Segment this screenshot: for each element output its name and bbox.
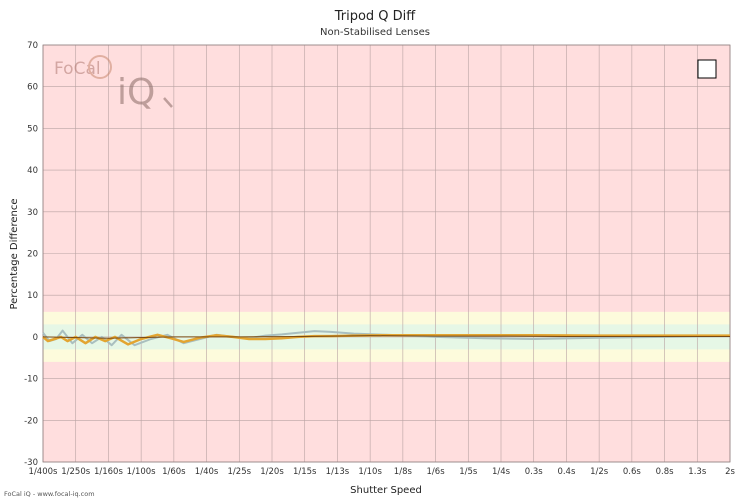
x-tick-label: 1.3s (688, 467, 707, 477)
x-tick-label: 1/250s (61, 467, 90, 477)
x-tick-label: 2s (725, 467, 735, 477)
y-tick-label: 40 (27, 166, 38, 176)
x-tick-label: 1/400s (29, 467, 58, 477)
plot-border (42, 44, 731, 463)
x-tick-label: 1/5s (459, 467, 478, 477)
series-lines (42, 329, 731, 347)
y-tick-label: 10 (27, 291, 38, 301)
x-tick-label: 1/40s (195, 467, 219, 477)
chart-subtitle: Non-Stabilised Lenses (320, 27, 430, 38)
y-axis-label: Percentage Difference (9, 199, 20, 310)
x-tick-label: 1/100s (127, 467, 156, 477)
logo-ring-icon (88, 55, 112, 79)
x-tick-label: 0.4s (557, 467, 576, 477)
y-tick-label: 60 (27, 83, 38, 93)
footer-credit: FoCal iQ - www.focal-iq.com (4, 490, 95, 498)
y-tick-label: 70 (27, 41, 38, 51)
x-tick-labels: 1/400s 1/250s 1/160s 1/100s 1/60s 1/40s 1/25s 1… (29, 467, 736, 477)
x-tick-label: 1/2s (590, 467, 609, 477)
x-tick-label: 0.6s (623, 467, 642, 477)
x-tick-label: 1/160s (94, 467, 123, 477)
x-tick-label: 1/60s (162, 467, 186, 477)
x-tick-label: 1/4s (492, 467, 511, 477)
legend-box[interactable] (697, 59, 717, 79)
x-tick-label: 1/6s (427, 467, 446, 477)
y-tick-label: -20 (24, 416, 38, 426)
y-tick-label: 0 (33, 333, 38, 343)
logo-iq-text: iQ (117, 72, 155, 113)
y-tick-label: 50 (27, 124, 38, 134)
x-tick-label: 1/25s (228, 467, 252, 477)
x-tick-label: 1/13s (326, 467, 350, 477)
x-tick-label: 1/10s (358, 467, 382, 477)
chart-title: Tripod Q Diff (334, 9, 417, 24)
y-tick-label: 20 (27, 250, 38, 260)
magnifier-icon (163, 97, 173, 108)
x-tick-label: 1/8s (394, 467, 413, 477)
x-tick-label: 0.3s (525, 467, 544, 477)
y-tick-label: 30 (27, 208, 38, 218)
y-tick-label: -30 (24, 458, 38, 468)
series-line-3 (42, 335, 730, 339)
x-tick-label: 0.8s (656, 467, 675, 477)
grid-lines (42, 44, 731, 463)
y-tick-label: -10 (24, 375, 38, 385)
focal-iq-logo: FoCal iQ (54, 55, 173, 113)
x-tick-label: 1/15s (293, 467, 317, 477)
y-tick-labels: -30 -20 -10 0 10 20 30 40 50 60 70 (24, 41, 38, 468)
x-axis-label: Shutter Speed (350, 485, 422, 496)
x-tick-label: 1/20s (260, 467, 284, 477)
